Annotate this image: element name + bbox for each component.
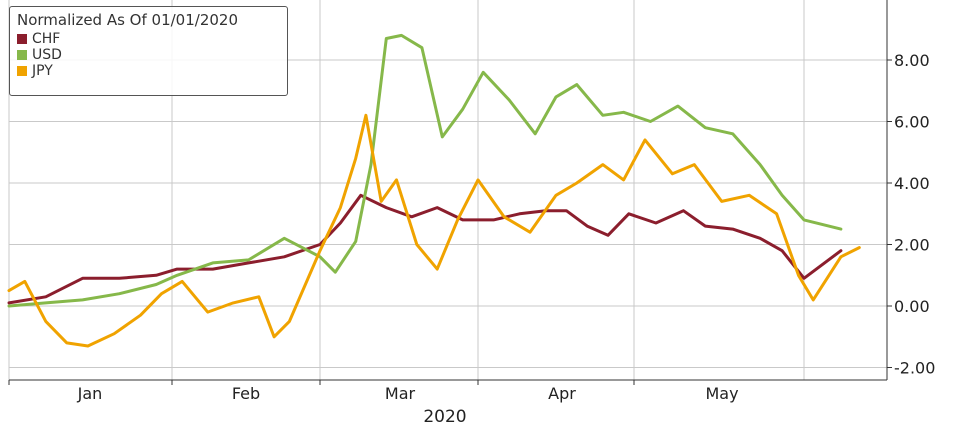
series-line-jpy (7, 113, 861, 348)
x-tick-label-mar: Mar (385, 384, 416, 403)
series-line-usd (7, 33, 843, 308)
y-tick-label-3: 4.00 (894, 174, 930, 193)
legend-title: Normalized As Of 01/01/2020 (17, 11, 238, 29)
legend-label-jpy: JPY (32, 63, 53, 79)
legend-swatch-usd (17, 50, 27, 60)
x-tick-label-apr: Apr (548, 384, 576, 403)
y-tick-label-4: 6.00 (894, 113, 930, 132)
y-tick-label-1: 0.00 (894, 297, 930, 316)
legend-swatch-jpy (17, 66, 27, 76)
x-tick-label-feb: Feb (232, 384, 260, 403)
x-tick-label-jan: Jan (77, 384, 103, 403)
legend: Normalized As Of 01/01/2020 CHF USD JPY (9, 6, 288, 96)
series-line-chf (7, 193, 843, 305)
legend-label-chf: CHF (32, 31, 61, 47)
x-axis-label: 2020 (423, 407, 466, 427)
legend-swatch-chf (17, 34, 27, 44)
legend-item-chf: CHF (17, 31, 280, 47)
x-tick-label-may: May (705, 384, 738, 403)
y-tick-label-0: -2.00 (894, 359, 935, 378)
legend-label-usd: USD (32, 47, 62, 63)
legend-item-jpy: JPY (17, 63, 280, 79)
legend-item-usd: USD (17, 47, 280, 63)
y-tick-label-2: 2.00 (894, 236, 930, 255)
y-tick-label-5: 8.00 (894, 51, 930, 70)
